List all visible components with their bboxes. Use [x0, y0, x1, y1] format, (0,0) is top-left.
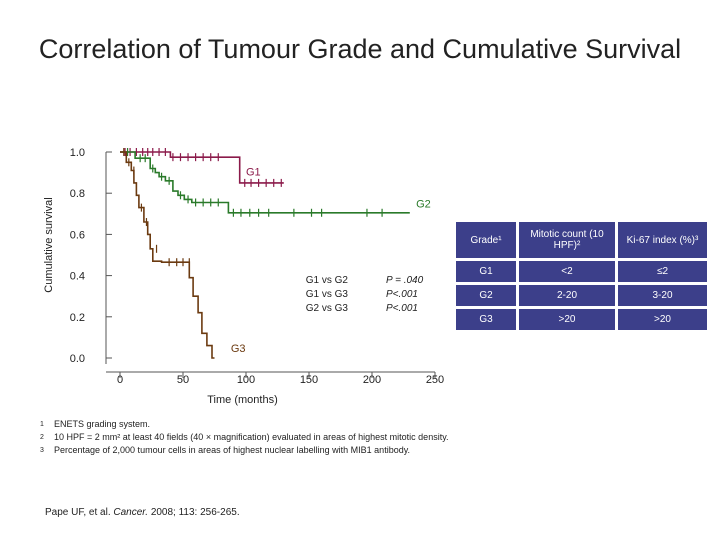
citation-details: 2008; 113: 256-265. — [150, 507, 240, 518]
table-cell: G1 — [456, 259, 519, 285]
x-tick-label: 250 — [426, 374, 444, 386]
table-header-ki67: Ki-67 index (%)³ — [616, 222, 710, 261]
chart-axes: 0.0 0.2 0.4 0.6 0.8 1.0 0 50 100 150 200 250 Time (m… — [43, 147, 444, 406]
comparison-p: P<.001 — [386, 303, 418, 314]
chart-labels: G1 G2 G3 G1 vs G2 P = .040 G1 vs G3 P<.001 G2 v… — [231, 167, 431, 355]
footnote-text: ENETS grading system. — [54, 419, 151, 429]
table-cell: ≤2 — [616, 259, 710, 285]
table-cell: 2-20 — [517, 283, 618, 309]
footnote-mark: 2 — [40, 434, 44, 441]
x-axis-label: Time (months) — [207, 394, 278, 406]
comparison-p: P = .040 — [386, 275, 424, 286]
table-cell: >20 — [517, 307, 618, 333]
footnote-text: Percentage of 2,000 tumour cells in area… — [54, 445, 411, 455]
comparison-pair: G1 vs G2 — [306, 275, 349, 286]
y-tick-label: 0.8 — [70, 188, 85, 200]
series-label-g3: G3 — [231, 343, 246, 355]
footnote: 2 10 HPF = 2 mm² at least 40 fields (40 … — [40, 431, 449, 444]
comparison-pair: G2 vs G3 — [306, 303, 349, 314]
x-tick-label: 50 — [177, 374, 189, 386]
x-tick-label: 100 — [237, 374, 255, 386]
chart-series — [120, 148, 410, 359]
y-tick-label: 0.0 — [70, 353, 85, 365]
citation: Pape UF, et al. Cancer. 2008; 113: 256-2… — [45, 507, 240, 518]
comparison-pair: G1 vs G3 — [306, 289, 349, 300]
y-axis-label: Cumulative survival — [43, 197, 55, 292]
footnote: 1 ENETS grading system. — [40, 418, 449, 431]
table-cell: <2 — [517, 259, 618, 285]
table-cell: 3-20 — [616, 283, 710, 309]
citation-journal: Cancer. — [113, 507, 149, 518]
x-tick-label: 0 — [117, 374, 123, 386]
table-cell: G2 — [456, 283, 519, 309]
series-line-g3 — [120, 151, 215, 359]
y-tick-label: 1.0 — [70, 147, 85, 159]
table-row: G2 2-20 3-20 — [456, 283, 710, 309]
y-tick-label: 0.4 — [70, 271, 85, 283]
footnote-mark: 1 — [40, 421, 44, 428]
page-title: Correlation of Tumour Grade and Cumulati… — [38, 34, 682, 64]
citation-authors: Pape UF, et al. — [45, 507, 111, 518]
footnote: 3 Percentage of 2,000 tumour cells in ar… — [40, 444, 449, 457]
table-cell: >20 — [616, 307, 710, 333]
footnotes: 1 ENETS grading system. 2 10 HPF = 2 mm²… — [40, 418, 449, 457]
comparison-p: P<.001 — [386, 289, 418, 300]
grading-table: Grade¹ Mitotic count (10 HPF)² Ki-67 ind… — [456, 222, 710, 333]
y-tick-label: 0.2 — [70, 312, 85, 324]
series-line-g1 — [120, 151, 284, 184]
table-header-mitotic: Mitotic count (10 HPF)² — [517, 222, 618, 261]
table-row: G1 <2 ≤2 — [456, 259, 710, 285]
footnote-text: 10 HPF = 2 mm² at least 40 fields (40 × … — [54, 432, 449, 442]
x-tick-label: 200 — [363, 374, 381, 386]
x-tick-label: 150 — [300, 374, 318, 386]
footnote-mark: 3 — [40, 447, 44, 454]
table-header-row: Grade¹ Mitotic count (10 HPF)² Ki-67 ind… — [456, 222, 710, 261]
table-header-grade: Grade¹ — [456, 222, 519, 261]
table-cell: G3 — [456, 307, 519, 333]
y-tick-label: 0.6 — [70, 229, 85, 241]
series-label-g1: G1 — [246, 167, 261, 179]
table-row: G3 >20 >20 — [456, 307, 710, 333]
series-label-g2: G2 — [416, 199, 431, 211]
